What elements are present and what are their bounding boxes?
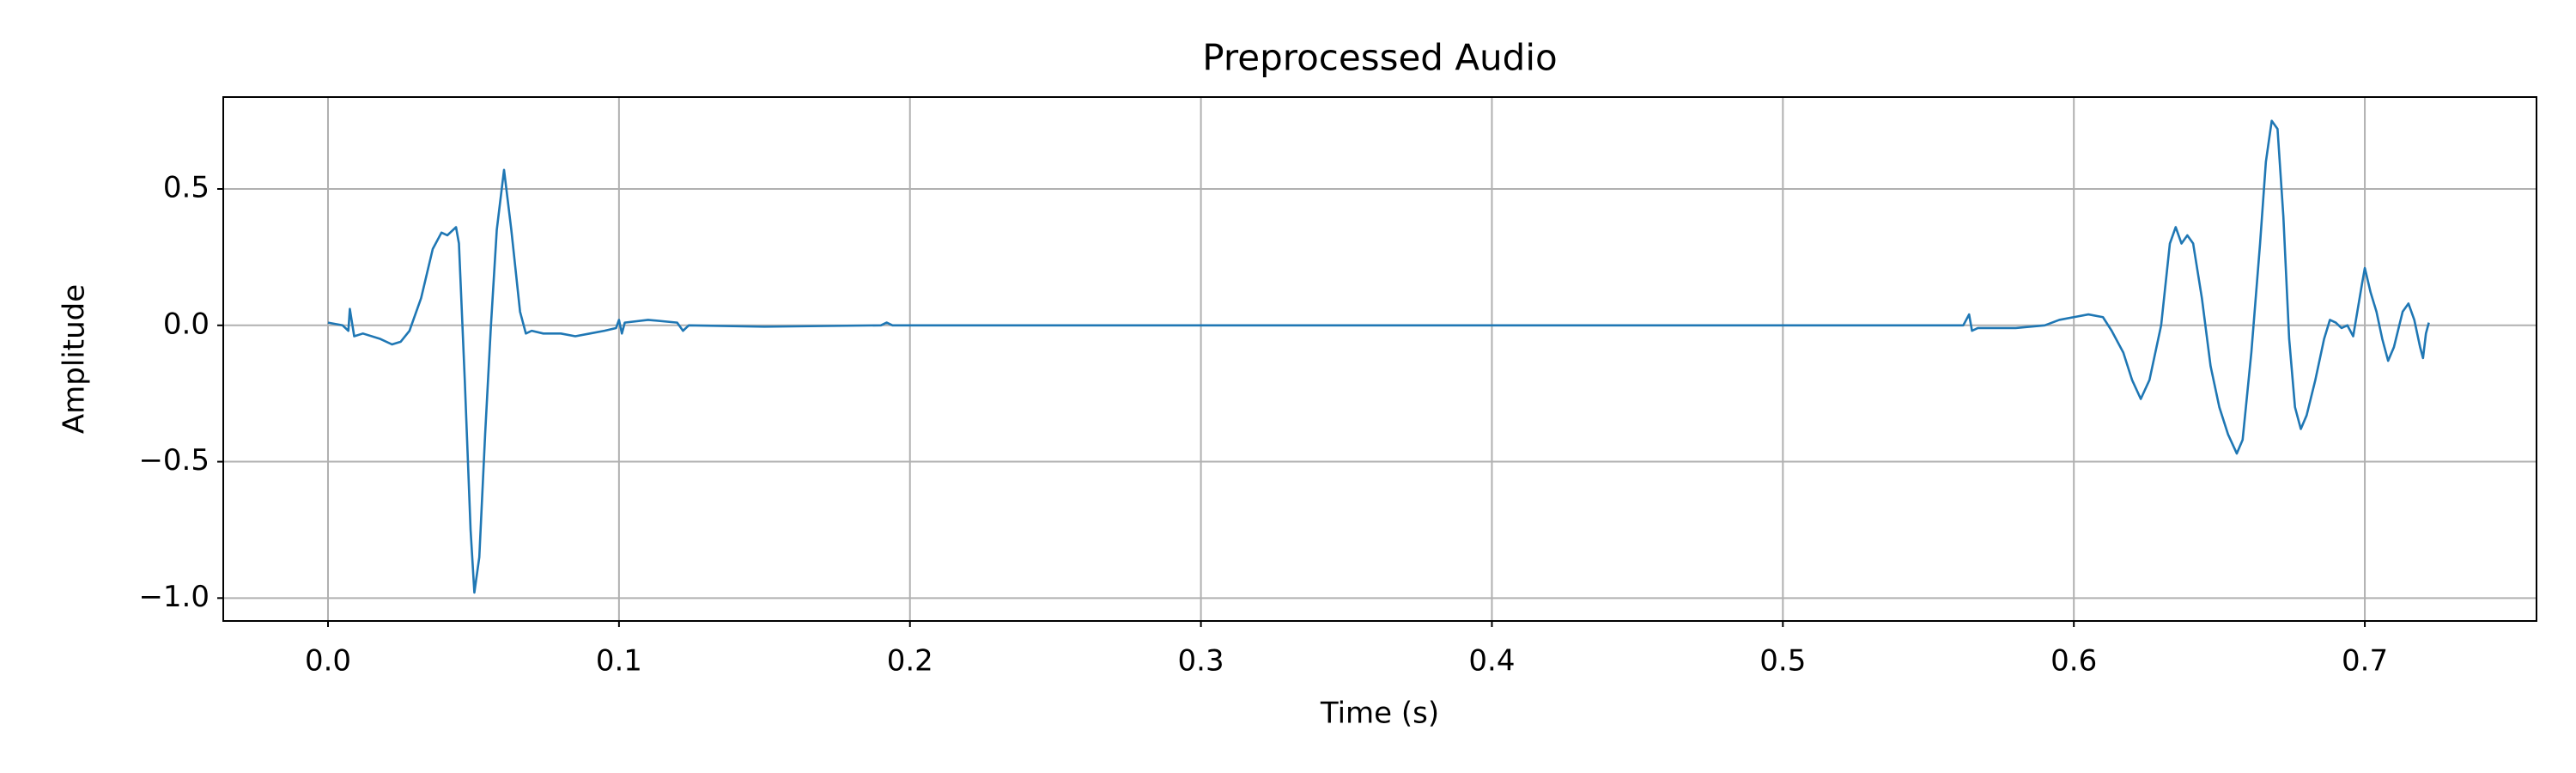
x-tick-label: 0.4 <box>1468 644 1515 679</box>
y-tick-label: −0.5 <box>138 443 210 478</box>
x-tick-label: 0.6 <box>2050 644 2097 679</box>
x-tick-label: 0.2 <box>887 644 933 679</box>
x-tick-label: 0.3 <box>1178 644 1224 679</box>
y-tick-label: −1.0 <box>138 580 210 614</box>
x-tick-label: 0.5 <box>1759 644 1806 679</box>
y-tick-label: 0.0 <box>163 307 210 341</box>
grid <box>223 97 2537 621</box>
x-tick-label: 0.7 <box>2342 644 2388 679</box>
plot-area <box>327 119 2430 594</box>
chart-title: Preprocessed Audio <box>1202 37 1557 79</box>
y-axis-label: Amplitude <box>58 284 92 434</box>
x-tick-label: 0.0 <box>305 644 351 679</box>
x-axis-label: Time (s) <box>1320 697 1439 731</box>
y-tick-label: 0.5 <box>163 171 210 205</box>
axes-frame <box>222 96 2537 622</box>
waveform-line <box>327 119 2430 594</box>
x-tick-label: 0.1 <box>596 644 642 679</box>
